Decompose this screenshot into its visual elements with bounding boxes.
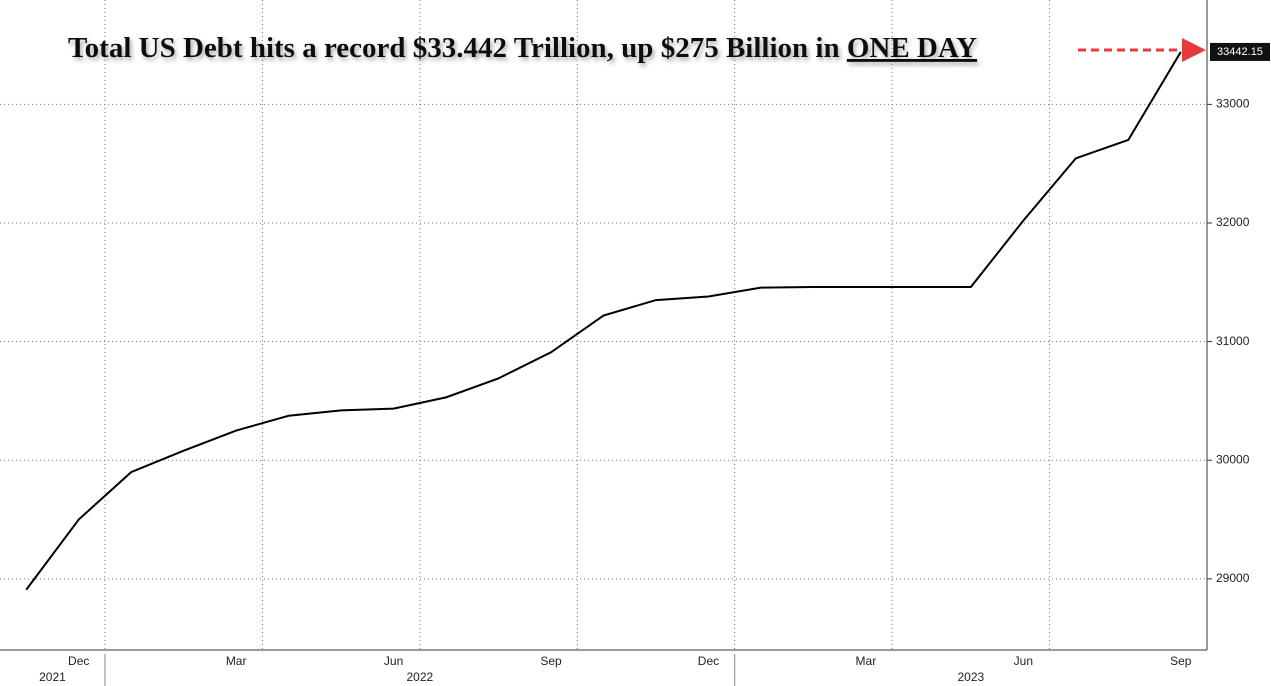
year-label: 2021 bbox=[39, 670, 66, 684]
x-tick-label: Dec bbox=[68, 654, 89, 668]
year-label: 2022 bbox=[406, 670, 433, 684]
last-value-label: 33442.15 bbox=[1217, 46, 1263, 58]
x-tick-label: Sep bbox=[540, 654, 562, 668]
year-label: 2023 bbox=[957, 670, 984, 684]
x-tick-label: Mar bbox=[226, 654, 247, 668]
y-tick-label: 31000 bbox=[1216, 334, 1250, 348]
data-line bbox=[25, 51, 1182, 591]
last-value-tag bbox=[1210, 42, 1270, 61]
chart-title: Total US Debt hits a record $33.442 Tril… bbox=[68, 32, 977, 64]
y-tick-label: 33000 bbox=[1216, 97, 1250, 111]
x-tick-label: Mar bbox=[856, 654, 877, 668]
y-tick-label: 29000 bbox=[1216, 571, 1250, 585]
x-tick-label: Jun bbox=[384, 654, 403, 668]
x-tick-label: Jun bbox=[1014, 654, 1033, 668]
title-text: Total US Debt hits a record $33.442 Tril… bbox=[68, 32, 840, 64]
title-emphasis: ONE DAY bbox=[847, 32, 977, 64]
y-tick-label: 30000 bbox=[1216, 452, 1250, 466]
x-tick-label: Sep bbox=[1170, 654, 1192, 668]
x-tick-label: Dec bbox=[698, 654, 719, 668]
y-tick-label: 32000 bbox=[1216, 215, 1250, 229]
